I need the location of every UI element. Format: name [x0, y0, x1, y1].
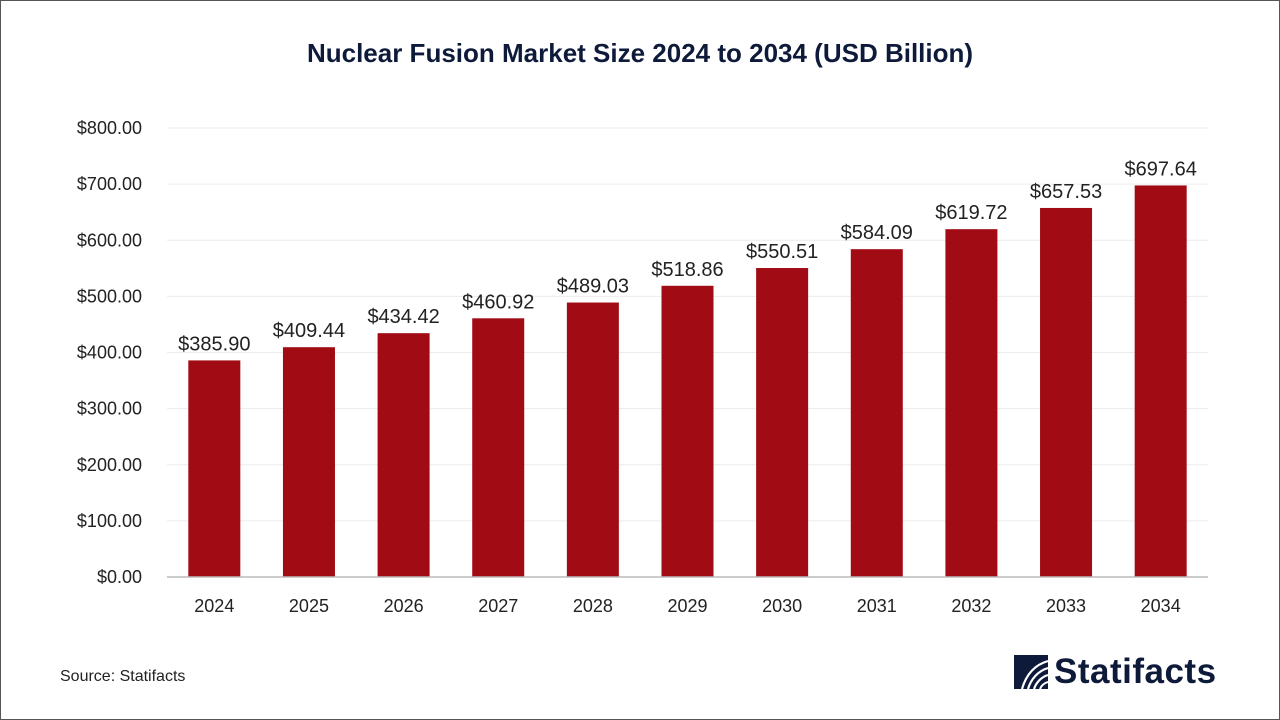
data-label: $409.44 [273, 320, 345, 342]
bar [566, 302, 619, 577]
y-tick-label: $300.00 [77, 399, 142, 419]
y-tick-label: $800.00 [77, 118, 142, 138]
y-tick-label: $700.00 [77, 174, 142, 194]
source-note: Source: Statifacts [60, 668, 186, 685]
x-tick-label: 2025 [289, 596, 329, 616]
data-label: $584.09 [841, 222, 913, 244]
bar [756, 268, 809, 577]
y-tick-label: $0.00 [97, 567, 142, 587]
bar [850, 249, 903, 577]
chart-title: Nuclear Fusion Market Size 2024 to 2034 … [306, 38, 974, 68]
data-label: $489.03 [557, 276, 629, 298]
data-label: $697.64 [1125, 158, 1197, 180]
data-label: $518.86 [651, 259, 723, 281]
x-tick-label: 2024 [194, 596, 234, 616]
data-label: $619.72 [935, 202, 1007, 224]
x-tick-label: 2027 [478, 596, 518, 616]
y-tick-label: $400.00 [77, 343, 142, 363]
bar [377, 333, 430, 577]
x-tick-label: 2029 [667, 596, 707, 616]
bar [282, 347, 335, 577]
x-tick-label: 2033 [1046, 596, 1086, 616]
statifacts-logo: Statifacts [1014, 652, 1217, 692]
statifacts-logo-icon [1014, 655, 1048, 689]
x-tick-label: 2032 [951, 596, 991, 616]
bar [472, 318, 525, 577]
bar [661, 285, 714, 577]
y-tick-label: $100.00 [77, 511, 142, 531]
bar [1040, 207, 1093, 577]
y-tick-label: $200.00 [77, 455, 142, 475]
x-tick-label: 2034 [1141, 596, 1181, 616]
x-tick-label: 2028 [573, 596, 613, 616]
bar [945, 229, 998, 578]
bar [188, 360, 241, 577]
logo-text: Statifacts [1054, 652, 1217, 691]
data-label: $460.92 [462, 291, 534, 313]
data-label: $657.53 [1030, 181, 1102, 203]
bar [1134, 185, 1187, 577]
x-tick-label: 2026 [384, 596, 424, 616]
x-tick-label: 2031 [857, 596, 897, 616]
y-tick-label: $600.00 [77, 230, 142, 250]
data-label: $550.51 [746, 241, 818, 263]
y-tick-label: $500.00 [77, 286, 142, 306]
data-label: $434.42 [367, 306, 439, 328]
x-tick-label: 2030 [762, 596, 802, 616]
data-label: $385.90 [178, 333, 250, 355]
